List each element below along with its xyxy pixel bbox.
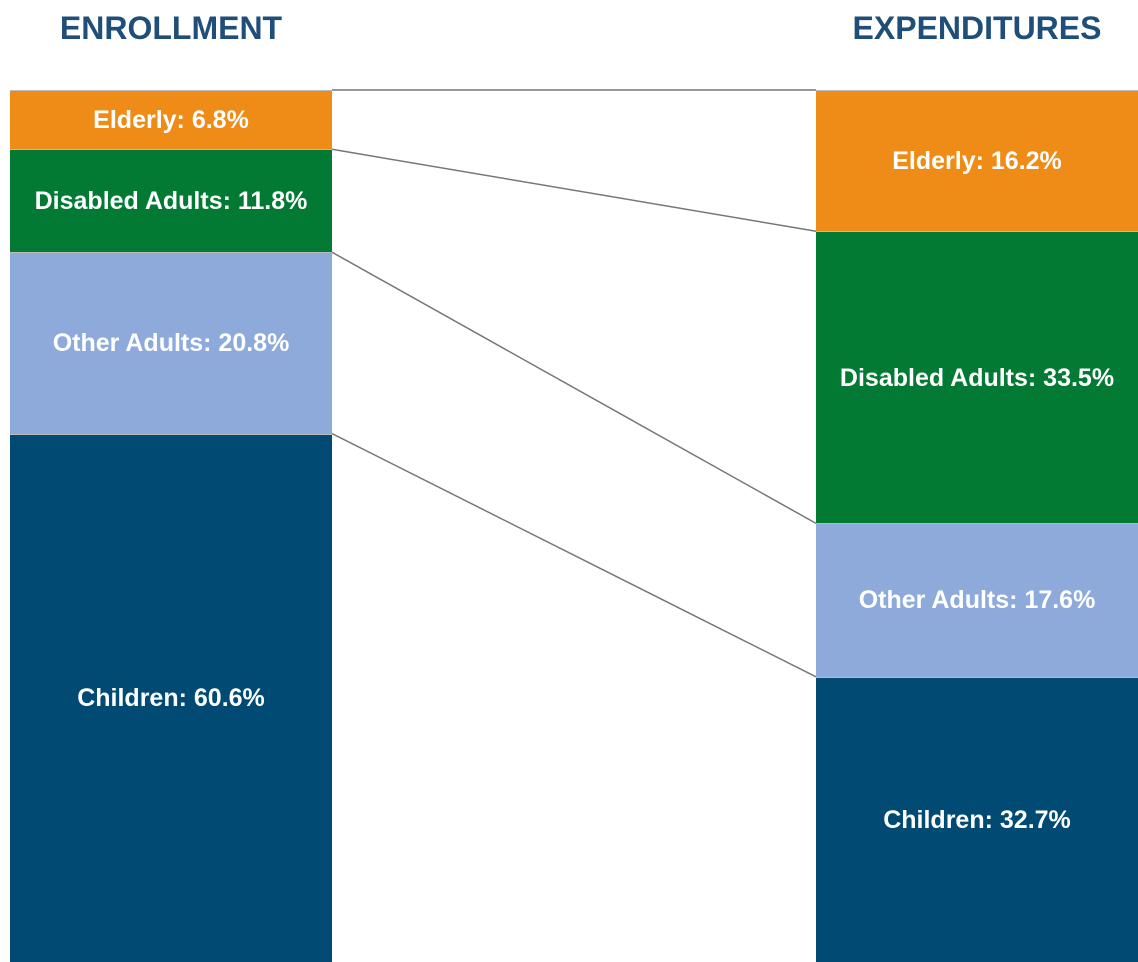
connector-line: [331, 251, 817, 525]
connector-line: [331, 148, 817, 233]
bar-segment: Children: 60.6%: [10, 433, 332, 962]
bar-segment: Elderly: 6.8%: [10, 90, 332, 150]
bar-segment: Children: 32.7%: [816, 676, 1138, 962]
bar-title: ENROLLMENT: [59, 10, 283, 46]
connector-line: [331, 432, 817, 678]
bar-segment: Disabled Adults: 11.8%: [10, 149, 332, 253]
bar-segment: Disabled Adults: 33.5%: [816, 231, 1138, 524]
bar-title: EXPENDITURES: [852, 10, 1102, 46]
bar-segment: Elderly: 16.2%: [816, 90, 1138, 232]
bar-segment: Other Adults: 17.6%: [816, 523, 1138, 677]
bar-segment: Other Adults: 20.8%: [10, 252, 332, 434]
